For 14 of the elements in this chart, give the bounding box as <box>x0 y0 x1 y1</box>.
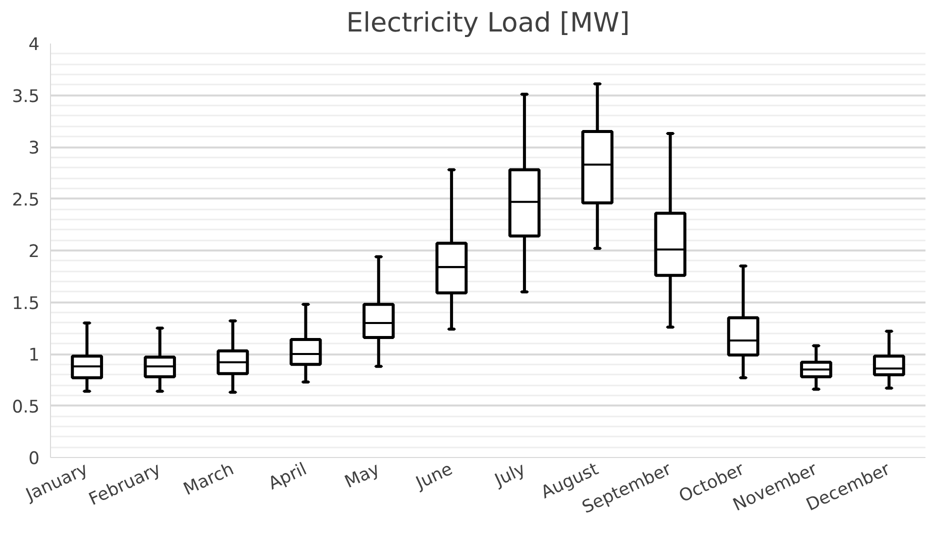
x-tick-label: June <box>412 459 456 494</box>
y-tick-label: 2 <box>28 242 40 262</box>
x-tick-label: April <box>266 459 310 494</box>
y-tick-label: 1.5 <box>12 294 40 314</box>
y-tick-label: 0 <box>28 449 40 469</box>
y-tick-label: 3.5 <box>12 86 40 107</box>
y-tick-label: 3 <box>28 138 40 158</box>
y-tick-label: 0.5 <box>12 397 40 418</box>
x-tick-label: May <box>342 459 383 493</box>
y-tick-label: 1 <box>28 346 40 366</box>
x-tick-label: July <box>491 459 529 492</box>
chart-title: Electricity Load [MW] <box>346 8 630 38</box>
y-tick-label: 2.5 <box>12 190 40 210</box>
y-tick-label: 4 <box>28 35 40 55</box>
